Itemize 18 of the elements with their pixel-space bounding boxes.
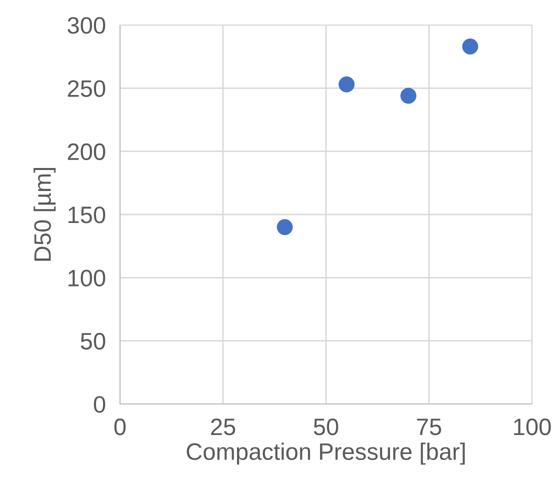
x-tick-label: 25 xyxy=(211,418,236,436)
y-tick-label: 0 xyxy=(94,396,106,413)
x-tick-label: 50 xyxy=(314,418,338,436)
y-tick-label: 200 xyxy=(68,143,106,160)
x-tick-label: 100 xyxy=(514,418,551,436)
x-tick-label: 75 xyxy=(417,418,442,436)
y-tick-label: 100 xyxy=(68,270,106,286)
y-tick-label: 150 xyxy=(68,206,106,224)
x-axis-title: Compaction Pressure [bar] xyxy=(186,442,465,465)
y-tick-label: 300 xyxy=(68,17,106,34)
y-tick-label: 250 xyxy=(68,80,106,97)
y-axis-title: D50 [µm] xyxy=(34,168,56,261)
y-tick-label: 50 xyxy=(80,332,106,350)
x-tick-label: 0 xyxy=(114,418,126,436)
point xyxy=(276,219,293,236)
point xyxy=(462,38,478,54)
point xyxy=(400,88,416,104)
point xyxy=(338,76,355,92)
